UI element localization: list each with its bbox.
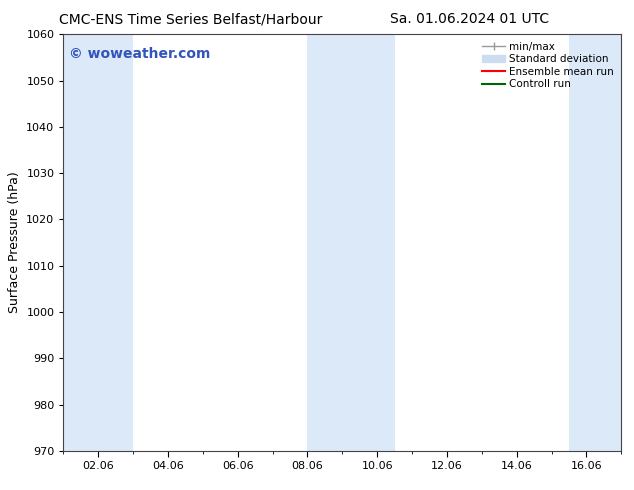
Bar (307, 34, 394, 451)
Legend: min/max, Standard deviation, Ensemble mean run, Controll run: min/max, Standard deviation, Ensemble me… (480, 40, 616, 92)
Y-axis label: Surface Pressure (hPa): Surface Pressure (hPa) (8, 172, 21, 314)
Text: CMC-ENS Time Series Belfast/Harbour: CMC-ENS Time Series Belfast/Harbour (58, 12, 322, 26)
Text: Sa. 01.06.2024 01 UTC: Sa. 01.06.2024 01 UTC (390, 12, 548, 26)
Bar (569, 34, 621, 451)
Bar (63, 34, 133, 451)
Text: © woweather.com: © woweather.com (69, 47, 210, 61)
